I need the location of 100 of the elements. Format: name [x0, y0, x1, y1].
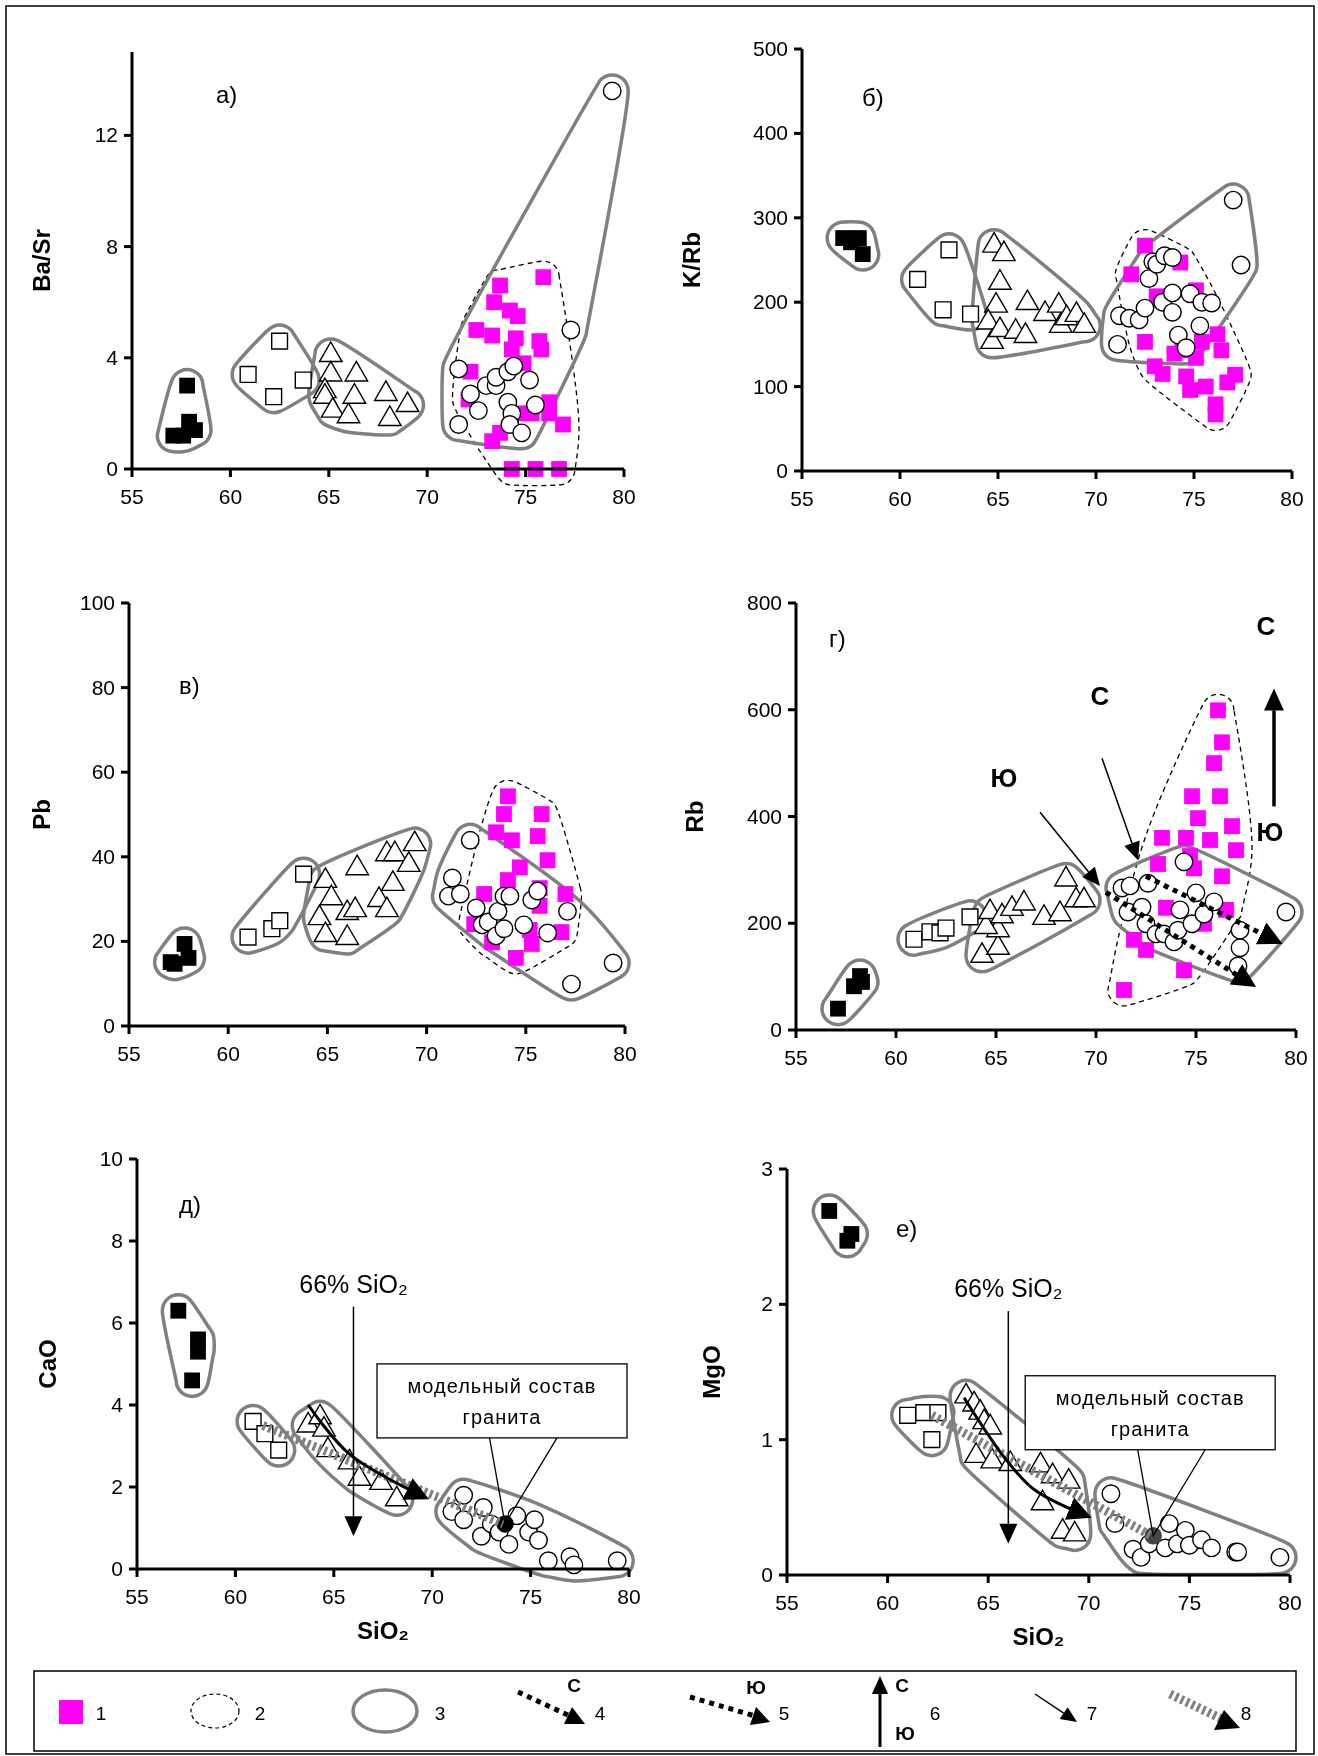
- point: [1193, 333, 1210, 350]
- y-tick-label: 0: [770, 1018, 782, 1041]
- text: Ю: [746, 1677, 766, 1698]
- x-axis-title: SiO₂: [356, 1617, 410, 1644]
- x-tick-label: 75: [513, 485, 538, 508]
- point: [1207, 396, 1224, 413]
- point: [1150, 856, 1166, 872]
- x-tick-label: 70: [420, 1585, 444, 1608]
- point: [166, 955, 183, 972]
- x-tick-label: 65: [986, 487, 1010, 510]
- y-tick-label: 10: [99, 1147, 123, 1170]
- point: [509, 308, 526, 325]
- annotation: модельный состав гранита: [407, 1374, 597, 1428]
- point: [526, 395, 545, 415]
- text: 6: [929, 1703, 941, 1724]
- annotation: 66% SiO₂: [954, 1274, 1063, 1303]
- point: [488, 824, 504, 841]
- y-tick-label: 0: [106, 457, 118, 480]
- point: [923, 1431, 941, 1449]
- annotation: С: [1090, 681, 1110, 712]
- point: [1209, 326, 1226, 343]
- point: [476, 886, 493, 902]
- point: [500, 788, 516, 805]
- annotation: д): [179, 1191, 201, 1218]
- annotation: в): [179, 672, 200, 699]
- point: [294, 865, 313, 883]
- point: [1176, 962, 1192, 979]
- point: [1135, 298, 1155, 318]
- point: [557, 886, 574, 902]
- point: [190, 1343, 206, 1360]
- point: [1126, 931, 1142, 948]
- annotation: Ю: [1256, 816, 1284, 847]
- y-tick-label: 200: [746, 911, 782, 935]
- annotation: модельный состав гранита: [1055, 1386, 1245, 1440]
- point: [1184, 788, 1200, 805]
- point: [514, 915, 534, 935]
- y-tick-label: 6: [111, 1311, 123, 1334]
- annotation: а): [216, 81, 238, 108]
- point: [1228, 842, 1244, 859]
- point: [523, 936, 540, 952]
- text: Ю: [895, 1723, 915, 1744]
- point: [1227, 366, 1244, 383]
- point: [1202, 293, 1222, 313]
- x-tick-label: 55: [117, 1042, 141, 1065]
- point: [1214, 868, 1230, 885]
- point: [541, 405, 558, 422]
- annotation: С: [1256, 610, 1276, 641]
- y-tick-label: 300: [752, 205, 788, 229]
- y-tick-label: 600: [746, 697, 782, 721]
- point: [539, 852, 556, 869]
- x-tick-label: 75: [1184, 1046, 1208, 1069]
- point: [468, 322, 485, 338]
- point: [461, 384, 480, 404]
- x-tick-label: 55: [775, 1591, 799, 1614]
- y-tick-label: 4: [111, 1393, 124, 1416]
- text: 2: [254, 1703, 266, 1724]
- y-tick-label: 60: [91, 760, 115, 784]
- y-tick-label: 100: [79, 591, 115, 614]
- x-tick-label: 65: [322, 1585, 346, 1608]
- point: [496, 806, 512, 822]
- y-tick-label: 0: [776, 459, 788, 482]
- text: С: [895, 1675, 910, 1696]
- point: [1224, 818, 1240, 835]
- point: [1123, 266, 1140, 283]
- y-tick-label: 20: [91, 929, 115, 953]
- x-axis-title: SiO₂: [1012, 1623, 1065, 1650]
- y-axis-title: K/Rb: [678, 232, 705, 288]
- y-tick-label: 80: [91, 675, 115, 699]
- point: [449, 359, 469, 379]
- x-tick-label: 70: [1084, 487, 1108, 510]
- y-tick-label: 8: [111, 1229, 123, 1252]
- x-tick-label: 60: [216, 1042, 240, 1065]
- y-tick-label: 400: [746, 804, 782, 828]
- y-tick-label: 3: [761, 1157, 773, 1180]
- x-tick-label: 55: [784, 1046, 808, 1069]
- y-tick-label: 1: [761, 1427, 773, 1451]
- point: [500, 886, 520, 906]
- y-tick-label: 8: [106, 234, 118, 258]
- point: [1116, 982, 1132, 998]
- point: [492, 277, 508, 294]
- x-tick-label: 70: [415, 485, 439, 508]
- x-tick-label: 75: [514, 1042, 538, 1065]
- point: [1154, 366, 1171, 382]
- point: [179, 377, 196, 394]
- y-tick-label: 400: [752, 121, 788, 145]
- text: 4: [594, 1703, 606, 1724]
- point: [1206, 755, 1222, 772]
- x-tick-label: 60: [884, 1046, 908, 1069]
- point: [484, 327, 501, 344]
- y-tick-label: 500: [752, 37, 788, 60]
- y-tick-label: 200: [752, 290, 788, 314]
- y-tick-label: 12: [94, 123, 118, 147]
- point: [839, 1232, 856, 1249]
- point: [1178, 829, 1194, 846]
- x-tick-label: 65: [984, 1046, 1008, 1069]
- point: [821, 1203, 838, 1219]
- x-tick-label: 60: [875, 1591, 900, 1614]
- point: [1197, 378, 1214, 395]
- point: [184, 1372, 201, 1389]
- point: [1154, 829, 1170, 846]
